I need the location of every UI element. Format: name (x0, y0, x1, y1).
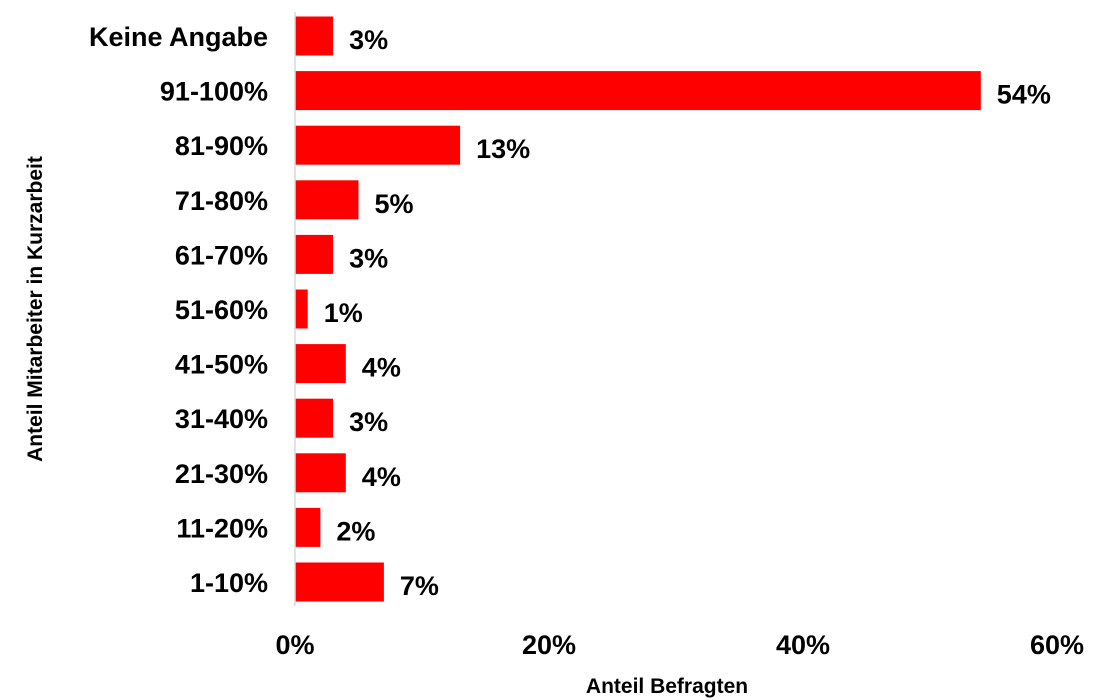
x-tick-label-60: 60% (1030, 630, 1084, 660)
data-label-51-60pct: 1% (324, 298, 363, 328)
data-label-11-20pct: 2% (336, 516, 375, 546)
category-label-61-70pct: 61-70% (175, 240, 268, 270)
bar-81-90pct (295, 125, 461, 165)
bar-11-20pct (295, 507, 321, 547)
x-tick-label-20: 20% (522, 630, 576, 660)
labels-layer: Keine Angabe 3% 91-100% 54% 81-90% 13% 71-80% 5… (89, 22, 1084, 660)
data-label-71-80pct: 5% (375, 189, 414, 219)
data-label-keine-angabe: 3% (349, 25, 388, 55)
data-label-21-30pct: 4% (362, 462, 401, 492)
bar-51-60pct (295, 289, 308, 329)
category-label-31-40pct: 31-40% (175, 404, 268, 434)
x-axis-title: Anteil Befragten (586, 675, 748, 698)
category-label-91-100pct: 91-100% (160, 77, 268, 107)
bars-layer (295, 16, 981, 602)
bar-21-30pct (295, 453, 346, 493)
data-label-1-10pct: 7% (400, 571, 439, 601)
bar-31-40pct (295, 398, 334, 438)
x-tick-label-40: 40% (776, 630, 830, 660)
category-label-1-10pct: 1-10% (190, 568, 268, 598)
category-label-81-90pct: 81-90% (175, 131, 268, 161)
category-label-21-30pct: 21-30% (175, 459, 268, 489)
bar-keine-angabe (295, 16, 334, 56)
category-label-41-50pct: 41-50% (175, 350, 268, 380)
category-label-11-20pct: 11-20% (176, 513, 268, 543)
data-label-81-90pct: 13% (476, 134, 530, 164)
data-label-31-40pct: 3% (349, 407, 388, 437)
bar-71-80pct (295, 180, 359, 220)
data-label-61-70pct: 3% (349, 243, 388, 273)
bar-1-10pct (295, 562, 384, 602)
category-label-keine-angabe: Keine Angabe (89, 22, 268, 52)
bar-61-70pct (295, 234, 334, 274)
bar-91-100pct (295, 71, 981, 111)
x-tick-label-0: 0% (275, 630, 314, 660)
data-label-41-50pct: 4% (362, 353, 401, 383)
bar-41-50pct (295, 344, 346, 384)
category-label-71-80pct: 71-80% (175, 186, 268, 216)
y-axis-title: Anteil Mitarbeiter in Kurzarbeit (24, 156, 47, 462)
data-label-91-100pct: 54% (997, 80, 1051, 110)
category-label-51-60pct: 51-60% (175, 295, 268, 325)
